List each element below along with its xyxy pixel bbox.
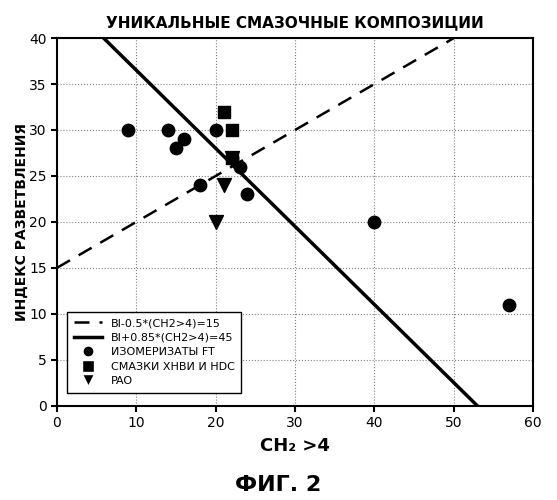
BI+0.85*(CH2>4)=45: [345, 276, 352, 282]
BI+0.85*(CH2>4)=45: [337, 268, 344, 274]
BI+0.85*(CH2>4)=45: [455, 384, 462, 390]
Line: BI-0.5*(CH2>4)=15: BI-0.5*(CH2>4)=15: [57, 0, 533, 268]
ИЗОМЕРИЗАТЫ FT: [164, 126, 173, 134]
ИЗОМЕРИЗАТЫ FT: [196, 181, 204, 189]
Legend: BI-0.5*(CH2>4)=15, BI+0.85*(CH2>4)=45, ИЗОМЕРИЗАТЫ FT, СМАЗКИ ХНВИ И HDC, PAO: BI-0.5*(CH2>4)=15, BI+0.85*(CH2>4)=45, И…: [67, 312, 241, 392]
СМАЗКИ ХНВИ И HDC: [227, 126, 236, 134]
BI-0.5*(CH2>4)=15: [485, 15, 492, 21]
СМАЗКИ ХНВИ И HDC: [219, 108, 228, 116]
BI-0.5*(CH2>4)=15: [345, 96, 352, 102]
BI+0.85*(CH2>4)=45: [485, 414, 492, 420]
BI+0.85*(CH2>4)=45: [530, 458, 536, 464]
BI-0.5*(CH2>4)=15: [335, 102, 342, 107]
Y-axis label: ИНДЕКС РАЗВЕТВЛЕНИЯ: ИНДЕКС РАЗВЕТВЛЕНИЯ: [15, 123, 29, 321]
ИЗОМЕРИЗАТЫ FT: [235, 162, 244, 170]
Text: ФИГ. 2: ФИГ. 2: [236, 475, 321, 495]
ИЗОМЕРИЗАТЫ FT: [179, 135, 188, 143]
PAO: [227, 154, 236, 162]
BI-0.5*(CH2>4)=15: [55, 264, 62, 270]
ИЗОМЕРИЗАТЫ FT: [172, 144, 180, 152]
ИЗОМЕРИЗАТЫ FT: [505, 300, 514, 308]
ИЗОМЕРИЗАТЫ FT: [124, 126, 133, 134]
BI-0.5*(CH2>4)=15: [53, 265, 60, 271]
BI-0.5*(CH2>4)=15: [337, 100, 344, 106]
X-axis label: CH₂ >4: CH₂ >4: [260, 437, 330, 455]
ИЗОМЕРИЗАТЫ FT: [370, 218, 379, 226]
ИЗОМЕРИЗАТЫ FT: [227, 154, 236, 162]
ИЗОМЕРИЗАТЫ FT: [211, 126, 220, 134]
PAO: [211, 218, 220, 226]
BI-0.5*(CH2>4)=15: [455, 32, 462, 38]
BI+0.85*(CH2>4)=45: [335, 266, 342, 272]
PAO: [219, 181, 228, 189]
СМАЗКИ ХНВИ И HDC: [227, 154, 236, 162]
ИЗОМЕРИЗАТЫ FT: [243, 190, 252, 198]
Title: УНИКАЛЬНЫЕ СМАЗОЧНЫЕ КОМПОЗИЦИИ: УНИКАЛЬНЫЕ СМАЗОЧНЫЕ КОМПОЗИЦИИ: [106, 15, 484, 30]
Line: BI+0.85*(CH2>4)=45: BI+0.85*(CH2>4)=45: [57, 0, 533, 461]
